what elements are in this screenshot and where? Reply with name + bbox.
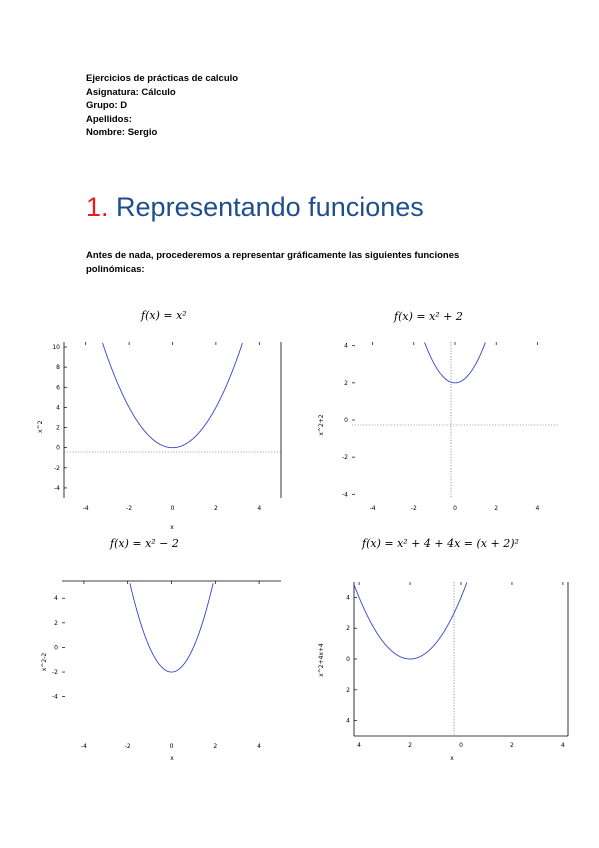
y-tick-label: 2 xyxy=(346,687,350,694)
plot-1-chart: 10 8 6 4 2 0 -2 -4 -4 -2 0 2 4 x^2 x xyxy=(37,342,282,531)
y-tick-label: -2 xyxy=(52,669,58,676)
plot-4-ylabel: x^2+4x+4 xyxy=(318,643,325,677)
x-tick-label: 0 xyxy=(459,742,463,749)
plot-3-xlabel: x xyxy=(170,755,174,762)
y-tick-label: 0 xyxy=(346,656,350,663)
x-tick-label: 4 xyxy=(357,742,361,749)
plot-3-ylabel: x^2-2 xyxy=(41,653,48,672)
section-title: Representando funciones xyxy=(116,192,424,222)
x-tick-label: 2 xyxy=(214,505,218,512)
x-tick-label: 0 xyxy=(170,743,174,750)
y-tick-label: -4 xyxy=(54,485,60,492)
x-tick-label: 4 xyxy=(535,505,539,512)
plot-2-curve xyxy=(424,342,486,384)
header-line-name: Nombre: Sergio xyxy=(86,127,158,139)
y-tick-label: 4 xyxy=(56,404,60,411)
x-tick-label: -2 xyxy=(411,505,417,512)
plot-2-title: f(x) = x² + 2 xyxy=(394,310,463,323)
x-tick-label: 2 xyxy=(213,743,217,750)
x-tick-label: 0 xyxy=(453,505,457,512)
y-tick-label: 0 xyxy=(56,445,60,452)
x-tick-label: -2 xyxy=(125,743,131,750)
x-tick-label: 4 xyxy=(257,743,261,750)
y-tick-label: -4 xyxy=(342,491,348,498)
y-tick-label: 4 xyxy=(346,718,350,725)
plot-1-curve xyxy=(102,342,243,449)
x-tick-label: -4 xyxy=(370,505,376,512)
plot-1-xlabel: x xyxy=(170,524,174,531)
header-line-subject: Asignatura: Cálculo xyxy=(86,86,176,98)
x-tick-label: -4 xyxy=(81,743,87,750)
x-tick-label: 0 xyxy=(171,505,175,512)
y-tick-label: 10 xyxy=(52,344,60,351)
plot-2-ylabel: x^2+2 xyxy=(318,414,325,435)
document-header: Ejercicios de prácticas de calculo Asign… xyxy=(86,72,238,140)
y-tick-label: -4 xyxy=(52,694,58,701)
x-tick-label: 2 xyxy=(510,742,514,749)
plot-4-curve xyxy=(353,582,468,660)
y-tick-label: 8 xyxy=(56,364,60,371)
plot-3-title: f(x) = x² − 2 xyxy=(110,537,179,550)
header-line-title: Ejercicios de prácticas de calculo xyxy=(86,73,239,84)
plot-1-title: f(x) = x² xyxy=(141,309,187,322)
header-line-surname: Apellidos: xyxy=(86,113,132,125)
plot-4-xlabel: x xyxy=(450,755,454,762)
x-tick-label: 4 xyxy=(561,742,565,749)
y-tick-label: 4 xyxy=(344,343,348,350)
x-tick-label: 2 xyxy=(408,742,412,749)
x-tick-label: -2 xyxy=(126,505,132,512)
y-tick-label: 6 xyxy=(56,384,60,391)
y-tick-label: 2 xyxy=(54,620,58,627)
plot-4-title: f(x) = x² + 4 + 4x = (x + 2)² xyxy=(362,537,519,550)
x-tick-label: 2 xyxy=(494,505,498,512)
plot-4-chart: 4 2 0 2 4 4 2 0 2 4 x^2+4x+4 x xyxy=(318,582,569,762)
y-tick-label: 2 xyxy=(346,625,350,632)
section-heading: 1. Representando funciones xyxy=(86,192,424,223)
y-tick-label: 0 xyxy=(344,417,348,424)
plot-3-chart: 4 2 0 -2 -4 -4 -2 0 2 4 x^2-2 x xyxy=(41,580,281,762)
y-tick-label: -2 xyxy=(342,454,348,461)
x-tick-label: -4 xyxy=(83,505,89,512)
intro-paragraph: Antes de nada, procederemos a representa… xyxy=(86,250,460,275)
y-tick-label: 4 xyxy=(54,595,58,602)
y-tick-label: 2 xyxy=(344,380,348,387)
y-tick-label: 0 xyxy=(54,644,58,651)
plot-1-ylabel: x^2 xyxy=(37,420,44,433)
y-tick-label: -2 xyxy=(54,465,60,472)
plot-3-curve xyxy=(129,583,214,673)
x-tick-label: 4 xyxy=(257,505,261,512)
section-number: 1. xyxy=(86,192,109,222)
plot-2-chart: 4 2 0 -2 -4 -4 -2 0 2 4 x^2+2 xyxy=(318,342,558,512)
y-tick-label: 4 xyxy=(346,594,350,601)
header-line-group: Grupo: D xyxy=(86,100,128,112)
y-tick-label: 2 xyxy=(56,425,60,432)
